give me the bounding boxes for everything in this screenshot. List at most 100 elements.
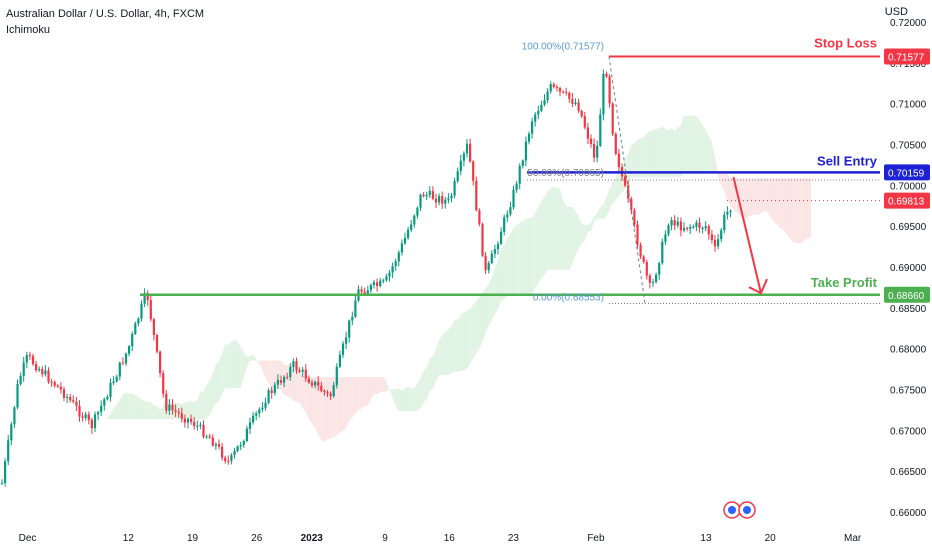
candle-body — [211, 437, 214, 446]
candle-body — [230, 454, 233, 461]
candle — [428, 186, 431, 199]
candle — [261, 402, 264, 413]
candle-body — [289, 367, 292, 377]
candle-body — [109, 382, 112, 397]
candle — [580, 109, 583, 118]
cloud-segment — [525, 217, 529, 294]
candle — [16, 379, 19, 410]
candle — [689, 224, 692, 235]
candle — [109, 378, 112, 402]
cloud-segment — [603, 196, 607, 219]
cloud-segment — [401, 387, 405, 412]
cloud-segment — [488, 277, 492, 327]
candle-body — [298, 370, 301, 372]
cloud-segment — [649, 130, 653, 178]
candle-body — [720, 230, 723, 240]
tradingview-logo-icon[interactable] — [723, 501, 756, 519]
cloud-segment — [705, 129, 709, 172]
cloud-segment — [228, 341, 232, 389]
candle-body — [273, 384, 276, 393]
candle-body — [686, 227, 689, 229]
cloud-segment — [352, 377, 356, 418]
candle-body — [537, 110, 540, 115]
candle-body — [593, 143, 596, 158]
candle-body — [698, 222, 701, 229]
candle-body — [565, 91, 568, 93]
candle-body — [655, 274, 658, 282]
cloud-segment — [222, 344, 226, 394]
cloud-segment — [724, 171, 728, 201]
candle — [419, 193, 422, 211]
candle — [624, 171, 627, 188]
candle-body — [552, 84, 555, 87]
candle-body — [283, 376, 286, 383]
cloud-segment — [587, 222, 591, 233]
candle-body — [524, 141, 527, 161]
cloud-segment — [699, 120, 703, 172]
cloud-segment — [529, 217, 533, 294]
cloud-segment — [563, 199, 567, 271]
candle — [506, 210, 509, 223]
candle-body — [512, 189, 515, 208]
cloud-segment — [336, 377, 340, 436]
candle — [121, 357, 124, 366]
candle — [335, 363, 338, 389]
cloud-segment — [684, 115, 688, 172]
candle-body — [310, 382, 314, 386]
cloud-segment — [175, 402, 179, 420]
candle-body — [713, 239, 717, 247]
candle — [496, 241, 500, 255]
candle-body — [295, 361, 298, 371]
candle-body — [196, 425, 199, 427]
candle-body — [38, 369, 41, 371]
candle — [78, 400, 81, 422]
cloud-segment — [718, 171, 722, 186]
cloud-segment — [643, 134, 647, 178]
candle-body — [444, 199, 447, 204]
cloud-segment — [364, 377, 368, 407]
candle — [589, 134, 593, 148]
candle — [193, 416, 196, 430]
candle-body — [658, 263, 661, 275]
candle-body — [391, 266, 394, 273]
candle — [0, 479, 4, 485]
candle-body — [22, 362, 25, 376]
cloud-segment — [476, 296, 480, 354]
candle — [326, 390, 329, 398]
candle-body — [661, 241, 664, 264]
candle-body — [611, 103, 614, 134]
candle — [416, 206, 419, 219]
cloud-segment — [203, 385, 207, 420]
cloud-segment — [355, 377, 359, 414]
candle-body — [540, 104, 543, 111]
candle — [10, 421, 13, 446]
candle-body — [252, 415, 255, 423]
candle — [720, 228, 723, 243]
candle — [38, 366, 41, 373]
candle — [726, 206, 729, 220]
candle-body — [155, 335, 159, 352]
candle-body — [264, 402, 267, 408]
candle-body — [341, 343, 345, 355]
candle — [400, 239, 403, 256]
candle-body — [484, 255, 487, 271]
time-tick-label: 2023 — [301, 533, 324, 544]
candle-body — [441, 195, 444, 204]
cloud-segment — [615, 170, 619, 201]
candle-body — [233, 451, 236, 455]
cloud-segment — [767, 178, 771, 218]
candle — [283, 375, 286, 388]
candle — [593, 138, 596, 163]
candle-body — [165, 393, 168, 411]
cloud-segment — [188, 400, 192, 420]
time-tick-label: Feb — [587, 533, 605, 544]
candle — [25, 351, 28, 369]
candle-body — [128, 346, 131, 354]
indicator-name[interactable]: Ichimoku — [6, 24, 51, 36]
candle-body — [174, 410, 177, 412]
time-tick-label: 26 — [251, 533, 263, 544]
candle — [196, 420, 199, 431]
candle-body — [710, 234, 713, 240]
